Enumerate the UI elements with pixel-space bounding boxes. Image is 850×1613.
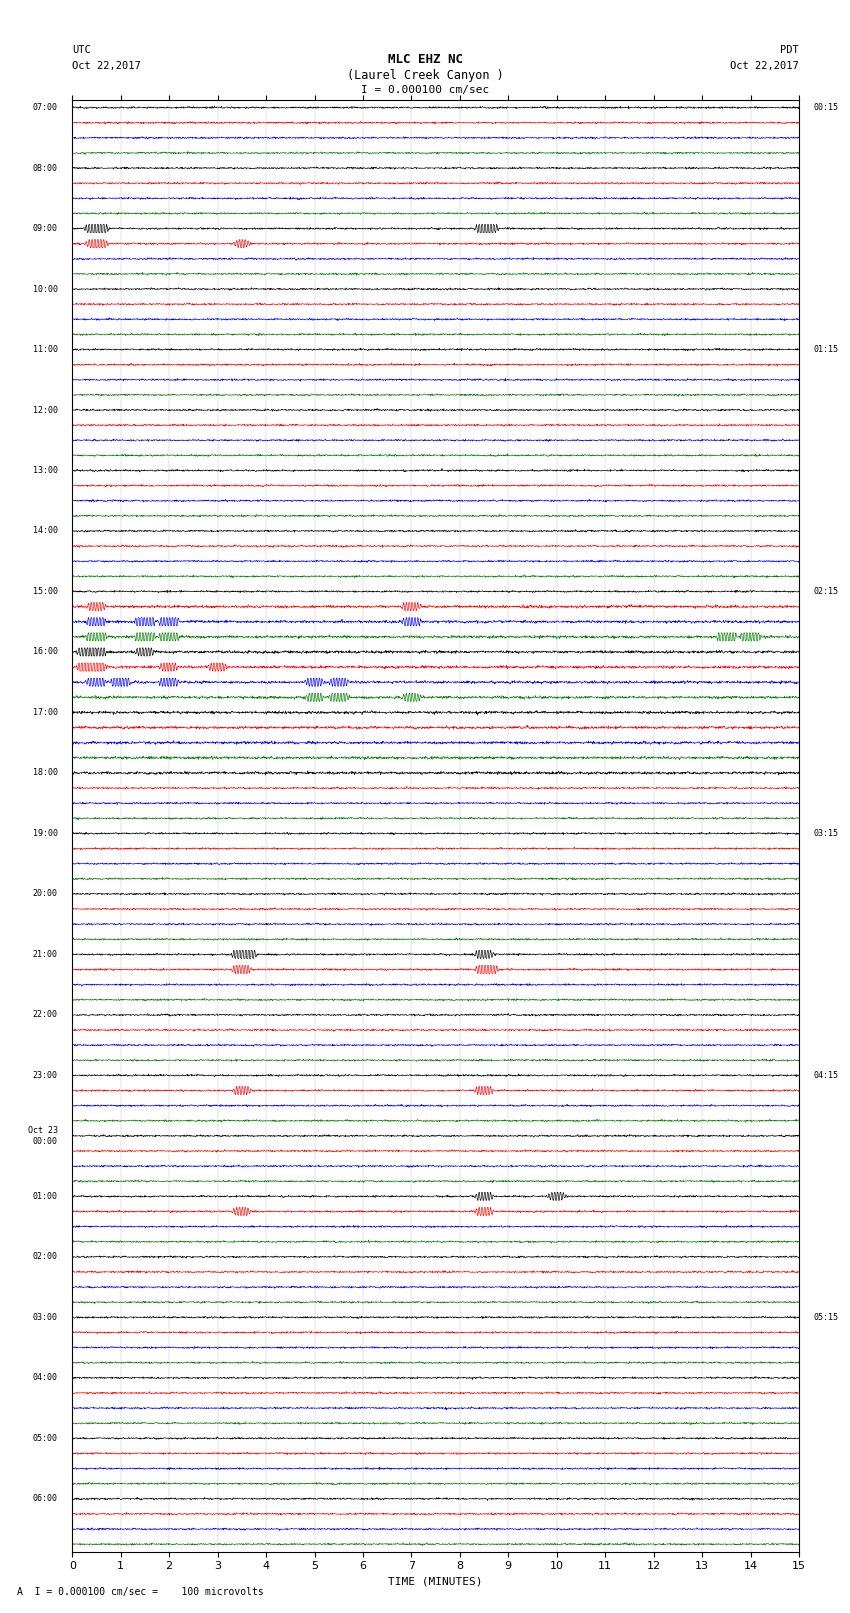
Text: 17:00: 17:00 <box>32 708 58 716</box>
Text: 05:15: 05:15 <box>813 1313 839 1321</box>
Text: 06:00: 06:00 <box>32 1494 58 1503</box>
Text: 14:00: 14:00 <box>32 526 58 536</box>
Text: 01:00: 01:00 <box>32 1192 58 1200</box>
Text: 22:00: 22:00 <box>32 1010 58 1019</box>
Text: 08:00: 08:00 <box>32 163 58 173</box>
Text: PDT: PDT <box>780 45 799 55</box>
Text: 04:15: 04:15 <box>813 1071 839 1079</box>
Text: 21:00: 21:00 <box>32 950 58 958</box>
Text: Oct 23
00:00: Oct 23 00:00 <box>28 1126 58 1145</box>
Text: 07:00: 07:00 <box>32 103 58 111</box>
Text: UTC: UTC <box>72 45 91 55</box>
Text: 12:00: 12:00 <box>32 405 58 415</box>
Text: 15:00: 15:00 <box>32 587 58 595</box>
Text: 01:15: 01:15 <box>813 345 839 353</box>
Text: (Laurel Creek Canyon ): (Laurel Creek Canyon ) <box>347 69 503 82</box>
Text: I = 0.000100 cm/sec: I = 0.000100 cm/sec <box>361 85 489 95</box>
Text: 02:15: 02:15 <box>813 587 839 595</box>
X-axis label: TIME (MINUTES): TIME (MINUTES) <box>388 1578 483 1587</box>
Text: 03:15: 03:15 <box>813 829 839 837</box>
Text: A  I = 0.000100 cm/sec =    100 microvolts: A I = 0.000100 cm/sec = 100 microvolts <box>17 1587 264 1597</box>
Text: 00:15: 00:15 <box>813 103 839 111</box>
Text: 23:00: 23:00 <box>32 1071 58 1079</box>
Text: 11:00: 11:00 <box>32 345 58 353</box>
Text: 18:00: 18:00 <box>32 768 58 777</box>
Text: 13:00: 13:00 <box>32 466 58 474</box>
Text: Oct 22,2017: Oct 22,2017 <box>730 61 799 71</box>
Text: 02:00: 02:00 <box>32 1252 58 1261</box>
Text: 04:00: 04:00 <box>32 1373 58 1382</box>
Text: Oct 22,2017: Oct 22,2017 <box>72 61 141 71</box>
Text: 10:00: 10:00 <box>32 284 58 294</box>
Text: MLC EHZ NC: MLC EHZ NC <box>388 53 462 66</box>
Text: 20:00: 20:00 <box>32 889 58 898</box>
Text: 05:00: 05:00 <box>32 1434 58 1442</box>
Text: 09:00: 09:00 <box>32 224 58 232</box>
Text: 19:00: 19:00 <box>32 829 58 837</box>
Text: 16:00: 16:00 <box>32 647 58 656</box>
Text: 03:00: 03:00 <box>32 1313 58 1321</box>
